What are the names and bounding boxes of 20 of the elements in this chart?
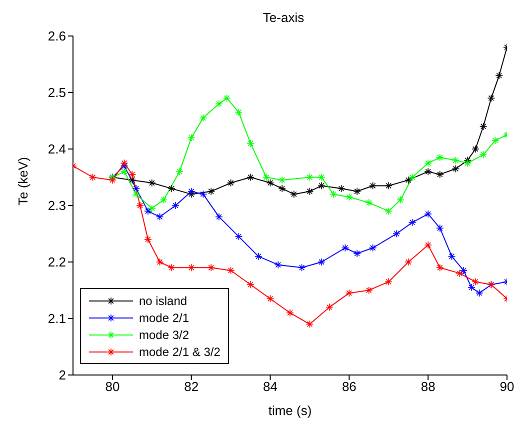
y-tick-label: 2.1 <box>48 311 66 326</box>
y-tick-label: 2.6 <box>48 28 66 44</box>
x-tick-label: 86 <box>342 379 356 394</box>
y-axis-title: Te (keV) <box>16 157 31 206</box>
legend-label: no island <box>139 294 188 308</box>
y-tick-label: 2.2 <box>48 254 66 270</box>
x-tick-label: 80 <box>105 379 120 394</box>
legend-label: mode 3/2 <box>139 328 190 342</box>
y-tick-label: 2 <box>58 368 66 383</box>
x-tick-label: 82 <box>184 379 199 394</box>
x-tick-label: 84 <box>263 379 278 394</box>
y-tick-label: 2.4 <box>48 142 66 157</box>
x-tick-label: 90 <box>500 379 514 394</box>
x-axis-title: time (s) <box>268 403 312 418</box>
legend-label: mode 2/1 <box>139 310 190 324</box>
chart-title: Te-axis <box>262 9 306 27</box>
y-tick-label: 2.5 <box>48 85 66 100</box>
x-tick-label: 88 <box>420 379 436 394</box>
y-tick-label: 2.3 <box>48 198 66 214</box>
legend-label: mode 2/1 & 3/2 <box>139 344 220 358</box>
